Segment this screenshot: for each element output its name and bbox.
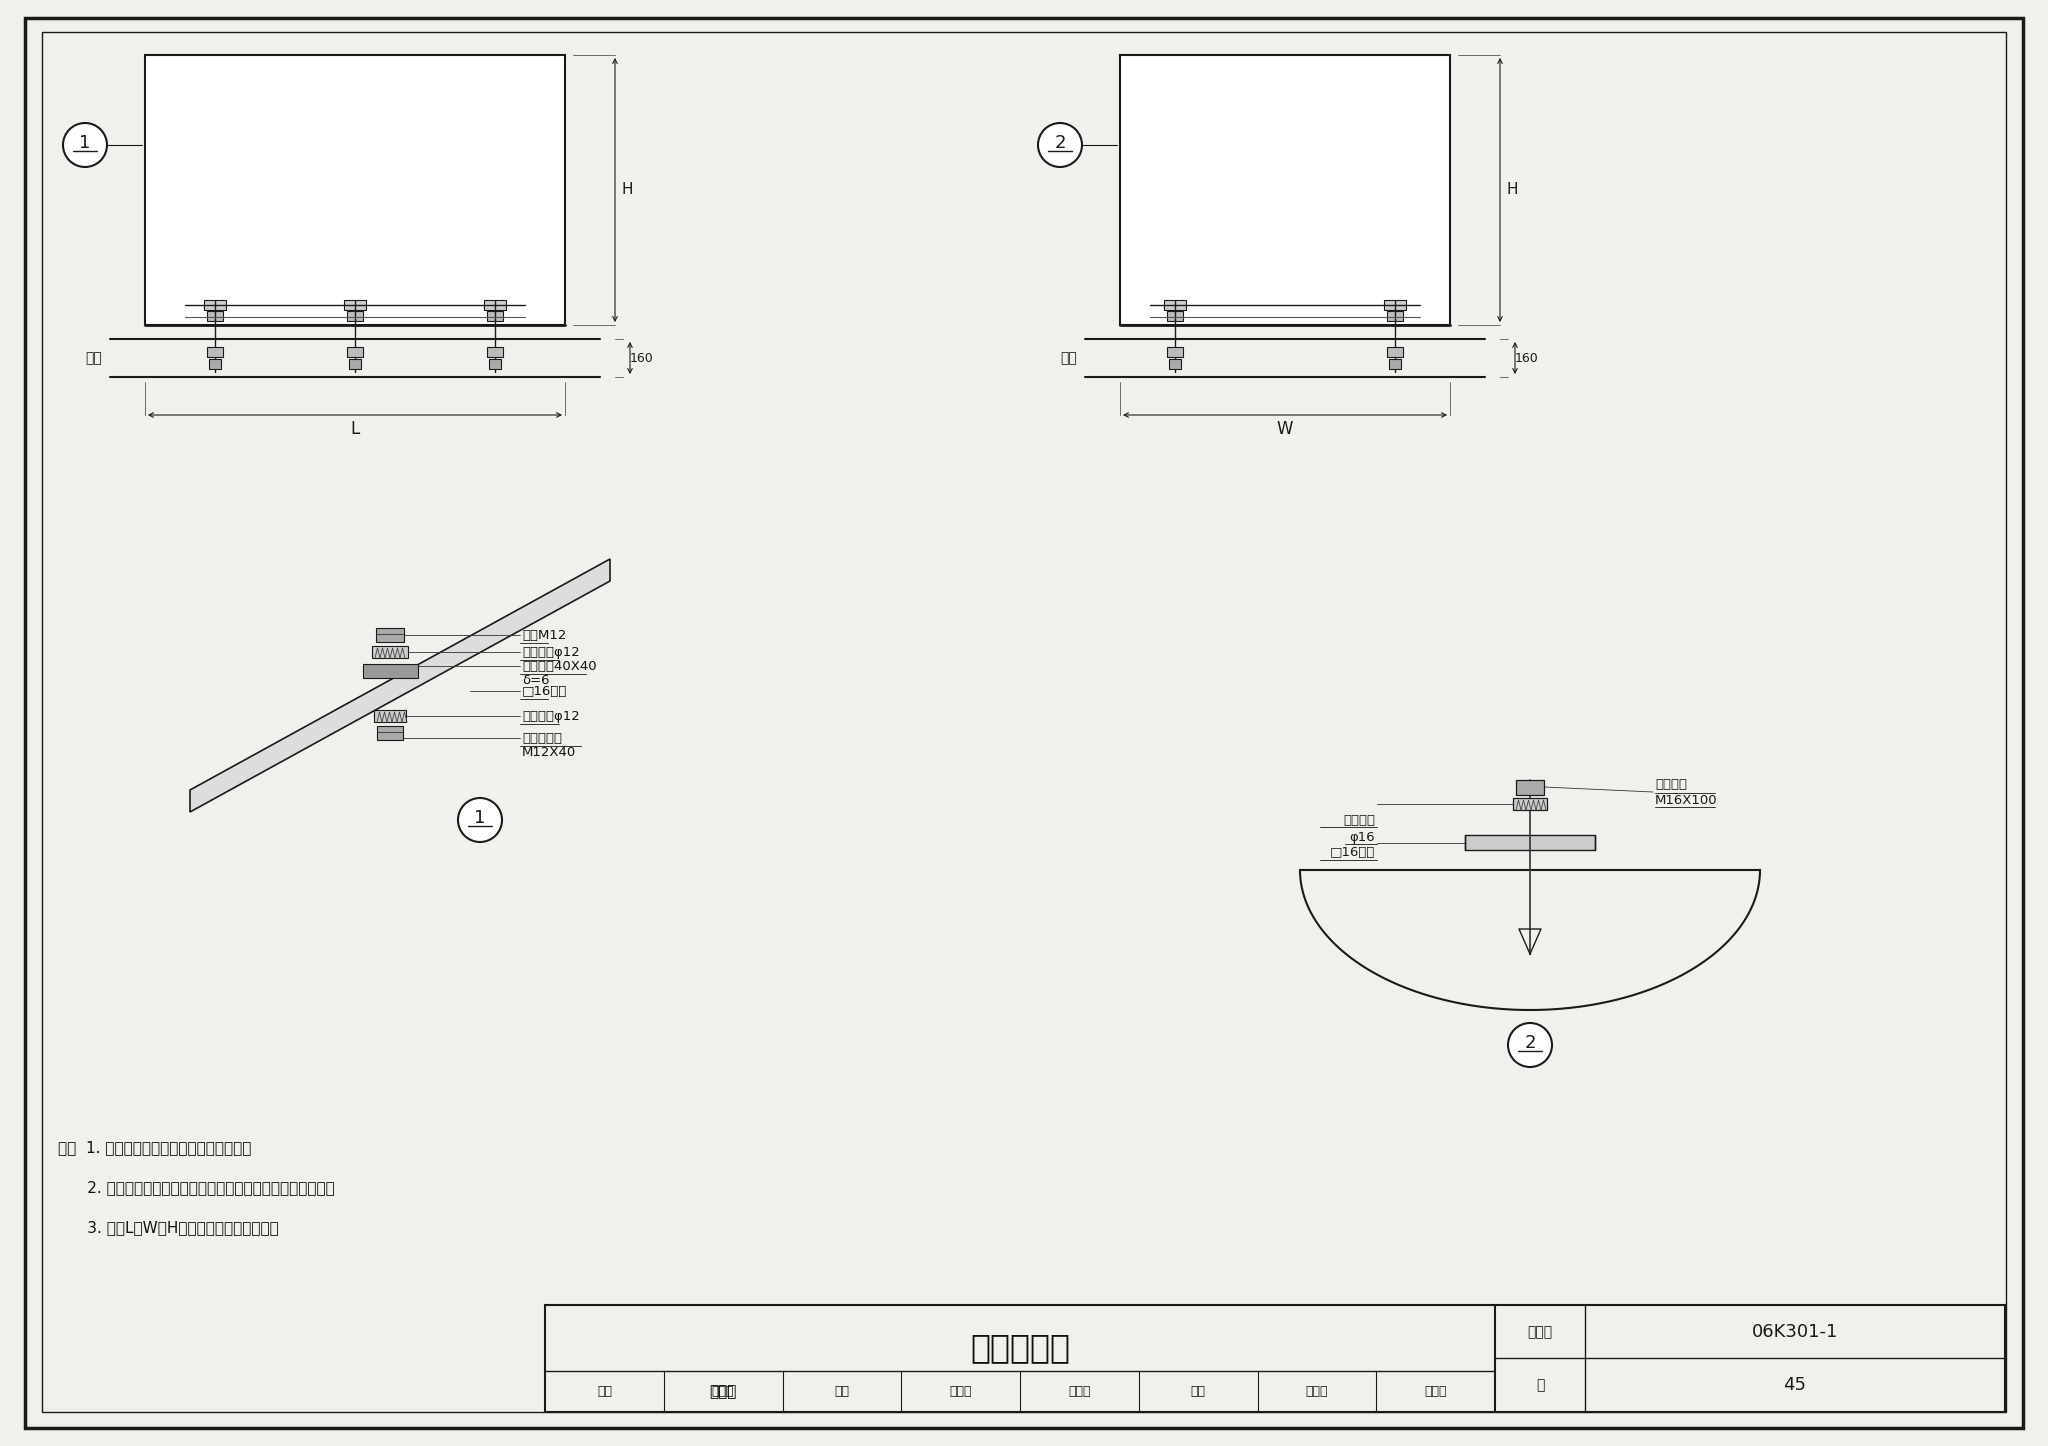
Bar xyxy=(111,338,600,377)
Bar xyxy=(487,311,504,321)
Text: 图集号: 图集号 xyxy=(1528,1325,1552,1339)
Bar xyxy=(145,55,565,325)
Bar xyxy=(346,311,362,321)
Text: δ=6: δ=6 xyxy=(522,674,549,687)
Text: 橡胶垫片40X40: 橡胶垫片40X40 xyxy=(522,659,596,672)
Text: 郭永庆: 郭永庆 xyxy=(950,1385,973,1398)
Text: M16X100: M16X100 xyxy=(1655,794,1718,807)
Bar xyxy=(1120,55,1450,325)
Bar xyxy=(489,359,502,369)
Polygon shape xyxy=(129,581,639,852)
Text: 审核: 审核 xyxy=(596,1385,612,1398)
Bar xyxy=(1516,779,1544,795)
Bar xyxy=(1085,338,1485,377)
Bar xyxy=(483,299,506,309)
Text: 胀锚螺栓: 胀锚螺栓 xyxy=(1655,778,1688,791)
Text: 2: 2 xyxy=(1055,134,1065,152)
Bar xyxy=(1167,347,1184,357)
Bar xyxy=(344,299,367,309)
Text: W: W xyxy=(1276,419,1292,438)
Bar xyxy=(1169,359,1182,369)
Text: 楼板: 楼板 xyxy=(1061,351,1077,364)
Text: φ16: φ16 xyxy=(1350,830,1374,843)
Circle shape xyxy=(1507,1022,1552,1067)
Bar xyxy=(1513,798,1546,810)
Text: 页: 页 xyxy=(1536,1378,1544,1392)
Text: 弹簧垫圈: 弹簧垫圈 xyxy=(1343,814,1374,827)
Bar xyxy=(1386,311,1403,321)
Text: 李远泽: 李远泽 xyxy=(709,1384,737,1400)
Bar xyxy=(487,347,504,357)
Text: 弹簧垫圈φ12: 弹簧垫圈φ12 xyxy=(522,710,580,723)
Text: 姜玉娥: 姜玉娥 xyxy=(1423,1385,1446,1398)
Bar xyxy=(377,726,403,740)
Text: M12X40: M12X40 xyxy=(522,746,575,759)
Text: □16槽钢: □16槽钢 xyxy=(522,685,567,698)
Text: 弹簧垫圈φ12: 弹簧垫圈φ12 xyxy=(522,646,580,659)
Text: 3. 图中L、W和H分别为机组长、宽和高。: 3. 图中L、W和H分别为机组长、宽和高。 xyxy=(57,1220,279,1235)
Text: 李远学: 李远学 xyxy=(713,1385,735,1398)
Bar xyxy=(377,628,403,642)
Circle shape xyxy=(1038,123,1081,166)
Text: 秦长辉: 秦长辉 xyxy=(1307,1385,1327,1398)
Text: 160: 160 xyxy=(631,351,653,364)
Text: 楼板: 楼板 xyxy=(86,351,102,364)
Text: 45: 45 xyxy=(1784,1377,1806,1394)
Bar xyxy=(346,347,362,357)
Bar xyxy=(1384,299,1407,309)
Text: 2. 基础安装方式由设计者根据工程实际环境条件进行选用。: 2. 基础安装方式由设计者根据工程实际环境条件进行选用。 xyxy=(57,1180,334,1194)
Text: H: H xyxy=(1505,182,1518,198)
Text: H: H xyxy=(621,182,633,198)
Circle shape xyxy=(459,798,502,842)
Text: 螺栓、螺帽: 螺栓、螺帽 xyxy=(522,732,561,745)
Text: 1: 1 xyxy=(80,134,90,152)
Text: 注：  1. 本安装方式适用于槽钢楼板上安装。: 注： 1. 本安装方式适用于槽钢楼板上安装。 xyxy=(57,1139,252,1155)
Bar xyxy=(362,664,418,678)
Text: 螺母M12: 螺母M12 xyxy=(522,629,567,642)
Text: 160: 160 xyxy=(1516,351,1538,364)
Bar xyxy=(1167,311,1184,321)
Text: 2: 2 xyxy=(1524,1034,1536,1053)
Text: 部永高: 部永高 xyxy=(1069,1385,1092,1398)
Circle shape xyxy=(63,123,106,166)
Text: □16槽钢: □16槽钢 xyxy=(1329,846,1374,859)
Text: 设计: 设计 xyxy=(1190,1385,1206,1398)
Bar xyxy=(1163,299,1186,309)
Text: 1: 1 xyxy=(475,808,485,827)
Text: L: L xyxy=(350,419,360,438)
Bar xyxy=(209,359,221,369)
Bar xyxy=(205,299,225,309)
Polygon shape xyxy=(1300,870,1759,1009)
Text: 校对: 校对 xyxy=(834,1385,850,1398)
Bar xyxy=(1464,834,1595,850)
Bar xyxy=(1386,347,1403,357)
Bar xyxy=(373,646,408,658)
Bar xyxy=(1389,359,1401,369)
Text: 落地式安装: 落地式安装 xyxy=(971,1332,1069,1364)
Bar xyxy=(545,1304,2005,1411)
Polygon shape xyxy=(190,560,610,813)
Text: 06K301-1: 06K301-1 xyxy=(1751,1323,1839,1340)
Bar xyxy=(375,710,406,722)
Bar xyxy=(207,347,223,357)
Bar xyxy=(207,311,223,321)
Bar xyxy=(348,359,360,369)
